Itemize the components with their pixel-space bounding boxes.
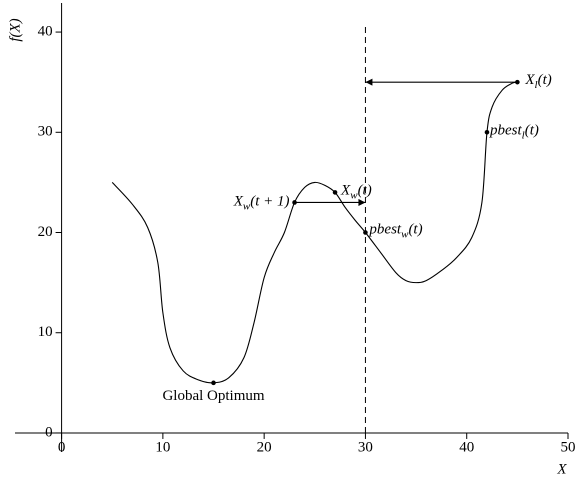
point [332, 190, 338, 195]
point [363, 230, 368, 235]
label-main: X [340, 183, 351, 199]
point [211, 380, 216, 386]
point [292, 200, 297, 205]
label-main: X [524, 73, 535, 89]
label-sub: l [522, 129, 525, 141]
y-tick-label: 0 [45, 424, 53, 440]
y-tick-label: 10 [38, 324, 53, 340]
label-main: pbest [489, 123, 522, 139]
point-label: Xw(t + 1) [233, 194, 290, 212]
label-main: Global Optimum [162, 388, 264, 404]
label-sub: l [535, 79, 538, 91]
point-label: pbestw(t) [368, 222, 422, 240]
x-tick-label: 40 [459, 439, 474, 455]
label-rest: (t) [525, 123, 539, 139]
point [484, 129, 490, 135]
label-sub: w [350, 189, 358, 201]
y-tick-label: 40 [38, 24, 53, 40]
y-tick-label: 20 [38, 224, 53, 240]
point-label: Xl(t) [524, 73, 551, 91]
label-rest: (t + 1) [250, 194, 289, 210]
x-tick-label: 50 [561, 439, 576, 455]
x-tick-label: 30 [358, 439, 373, 455]
label-main: pbest [368, 222, 401, 238]
label-sub: w [243, 200, 251, 212]
label-sub: w [401, 228, 409, 240]
curve [111, 81, 518, 384]
label-main: X [233, 194, 244, 210]
x-axis-label: X [556, 461, 567, 477]
point-label: Global Optimum [162, 388, 264, 404]
x-tick-label: 20 [257, 439, 272, 455]
x-tick-label: 10 [155, 439, 170, 455]
x-tick-label: 0 [58, 439, 66, 455]
label-rest: (t) [408, 222, 422, 238]
point-label: pbestl(t) [489, 123, 539, 141]
y-tick-label: 30 [38, 124, 53, 140]
point [515, 79, 520, 85]
label-rest: (t) [538, 73, 552, 89]
y-axis-label: f(X) [7, 18, 23, 41]
label-rest: (t) [358, 183, 372, 199]
point-label: Xw(t) [340, 183, 372, 201]
